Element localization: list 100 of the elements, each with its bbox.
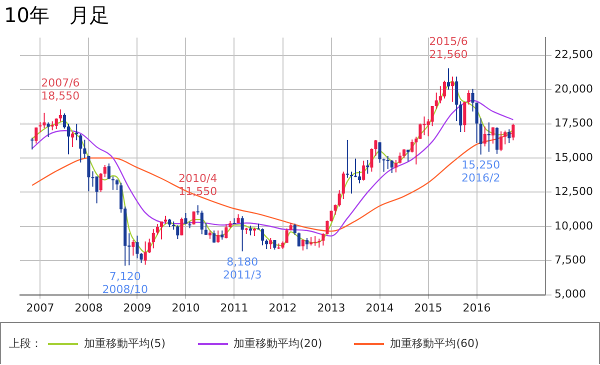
candlestick — [156, 224, 159, 236]
candlestick — [479, 118, 482, 156]
candlestick — [334, 204, 337, 216]
candlestick — [180, 217, 184, 236]
candlestick — [116, 178, 119, 191]
candlestick — [212, 230, 216, 244]
candlestick — [58, 108, 62, 122]
legend-label: 加重移動平均(20) — [234, 336, 322, 351]
candlestick — [71, 132, 74, 148]
x-tick-label: 2007 — [26, 301, 54, 314]
y-tick-label: 17,500 — [554, 116, 594, 130]
y-tick-label: 15,000 — [554, 150, 594, 164]
candlestick — [370, 148, 374, 172]
x-tick-label: 2008 — [74, 301, 103, 314]
candlestick — [95, 176, 98, 204]
candlestick — [240, 216, 244, 252]
x-tick-label: 2011 — [220, 301, 248, 314]
annotation: 2015/6 21,560 — [429, 35, 468, 62]
candlestick — [374, 139, 378, 156]
x-tick-label: 2009 — [123, 301, 152, 314]
candlestick — [314, 236, 317, 246]
candlestick — [451, 76, 454, 102]
candlestick — [50, 120, 54, 131]
candlestick — [382, 158, 386, 172]
candlestick — [434, 92, 438, 110]
candlestick — [305, 238, 309, 250]
candlestick — [446, 68, 450, 90]
chart-title: 10年 月足 — [4, 2, 110, 29]
candlestick — [220, 230, 224, 240]
candlestick — [248, 225, 252, 236]
candlestick — [483, 126, 486, 147]
candlestick — [394, 160, 398, 173]
candlestick — [418, 123, 422, 140]
candlestick — [491, 126, 494, 144]
candlestick — [297, 232, 300, 248]
candlestick — [500, 130, 503, 152]
candlestick — [107, 162, 110, 180]
candlestick — [176, 224, 180, 240]
annotation: 15,250 2016/2 — [461, 158, 500, 185]
candlestick — [285, 228, 288, 244]
candlestick — [75, 123, 78, 141]
candlestick — [426, 118, 430, 137]
candlestick — [99, 172, 102, 192]
candlestick — [83, 139, 86, 158]
candlestick — [111, 176, 114, 190]
candlestick — [87, 155, 90, 192]
candlestick — [322, 232, 325, 246]
candlestick — [196, 204, 200, 216]
candlestick — [398, 152, 402, 164]
candlestick — [422, 116, 426, 136]
candlestick — [362, 160, 366, 182]
candlestick — [390, 160, 394, 174]
candlestick — [232, 218, 236, 224]
candlestick — [410, 139, 414, 154]
candlestick — [386, 155, 390, 170]
candlestick — [508, 128, 511, 144]
candlestick — [261, 228, 264, 246]
candlestick — [38, 122, 42, 133]
candlestick — [378, 142, 382, 164]
candlestick — [495, 126, 499, 154]
x-tick-label: 2015 — [414, 301, 442, 314]
candlestick — [442, 80, 446, 99]
y-tick-label: 10,000 — [554, 219, 594, 232]
candlestick — [148, 238, 151, 254]
candlestick — [342, 171, 345, 200]
candlestick — [200, 210, 204, 235]
candlestick — [79, 134, 82, 164]
candlestick — [204, 222, 208, 236]
candlestick — [216, 230, 220, 244]
candlestick — [366, 160, 370, 174]
candlestick — [338, 190, 341, 208]
candlestick — [34, 126, 38, 144]
candlestick — [346, 139, 349, 178]
candlestick — [467, 90, 470, 106]
candlestick — [42, 112, 46, 129]
candlestick — [326, 220, 329, 236]
candlestick — [354, 158, 358, 178]
y-tick-label: 12,500 — [554, 185, 594, 198]
candlestick — [160, 220, 163, 240]
y-tick-label: 5,000 — [554, 288, 586, 301]
candlestick — [103, 164, 106, 178]
candlestick — [269, 238, 272, 250]
candlestick — [455, 76, 458, 122]
candlestick — [438, 86, 442, 104]
candlestick — [152, 228, 155, 249]
candlestick — [136, 235, 139, 259]
annotation: 7,120 2008/10 — [102, 270, 148, 296]
candlestick — [184, 212, 188, 225]
candlestick — [330, 210, 333, 222]
y-tick-label: 20,000 — [554, 82, 594, 96]
annotation: 8,180 2011/3 — [222, 255, 262, 282]
candlestick — [463, 101, 466, 132]
candlestick — [350, 171, 353, 194]
legend-label: 加重移動平均(5) — [84, 336, 166, 351]
candlestick — [293, 223, 296, 236]
candlestick — [30, 137, 34, 150]
candlestick — [140, 252, 143, 264]
legend-title: 上段： — [9, 336, 42, 351]
candlestick — [301, 238, 304, 251]
y-tick-label: 22,500 — [554, 48, 594, 62]
